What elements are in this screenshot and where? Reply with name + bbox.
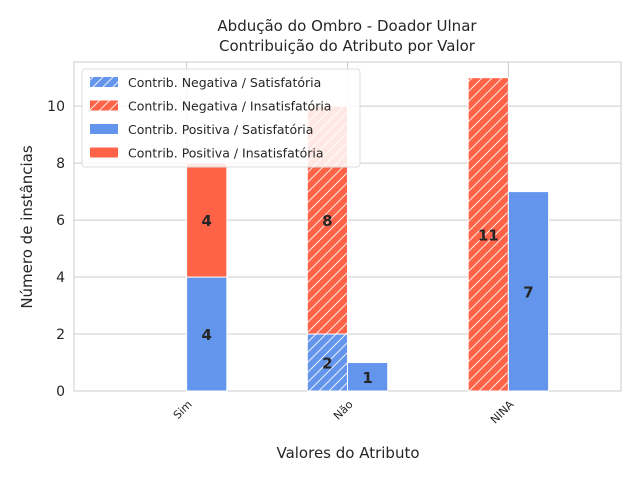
bar: [186, 276, 228, 392]
bar-labels: 2 8 11 4 4 1 7: [202, 212, 534, 387]
y-tick-label: 8: [56, 156, 65, 172]
legend-label: Contrib. Negativa / Satisfatória: [128, 75, 321, 90]
bar-value-label: 2: [322, 355, 332, 373]
y-axis-ticks: 0 2 4 6 8 10: [47, 99, 65, 400]
bar-value-label: 7: [523, 283, 533, 301]
bar: [186, 162, 228, 278]
bar-hatch: [307, 334, 348, 391]
legend-label: Contrib. Positiva / Insatisfatória: [128, 146, 324, 161]
y-axis-label: Número de instâncias: [18, 145, 36, 309]
chart-title-line2: Contribuição do Atributo por Valor: [219, 37, 476, 55]
bar-value-label: 11: [478, 226, 499, 244]
bar-hatch: [468, 77, 509, 392]
legend-label: Contrib. Positiva / Satisfatória: [128, 122, 313, 137]
x-axis-label: Valores do Atributo: [276, 444, 419, 462]
y-tick-label: 6: [56, 213, 65, 229]
legend-swatch: [90, 147, 118, 158]
bar-value-label: 4: [202, 212, 212, 230]
y-tick-label: 4: [56, 270, 65, 286]
bar-value-label: 4: [202, 326, 212, 344]
bar: [507, 191, 550, 392]
legend-swatch-hatch: [90, 100, 118, 111]
legend: Contrib. Negativa / Satisfatória Contrib.…: [81, 68, 361, 168]
bar-value-label: 8: [322, 212, 332, 230]
legend-swatch-hatch: [90, 77, 118, 87]
legend-swatch: [90, 124, 118, 134]
chart-title-line1: Abdução do Ombro - Doador Ulnar: [217, 17, 477, 35]
y-tick-label: 10: [47, 99, 65, 115]
bar-value-label: 1: [362, 369, 372, 387]
y-tick-label: 0: [56, 384, 65, 400]
bar: [347, 362, 389, 392]
y-tick-label: 2: [56, 327, 65, 343]
legend-label: Contrib. Negativa / Insatisfatória: [128, 99, 331, 114]
legend-box: [81, 68, 361, 168]
